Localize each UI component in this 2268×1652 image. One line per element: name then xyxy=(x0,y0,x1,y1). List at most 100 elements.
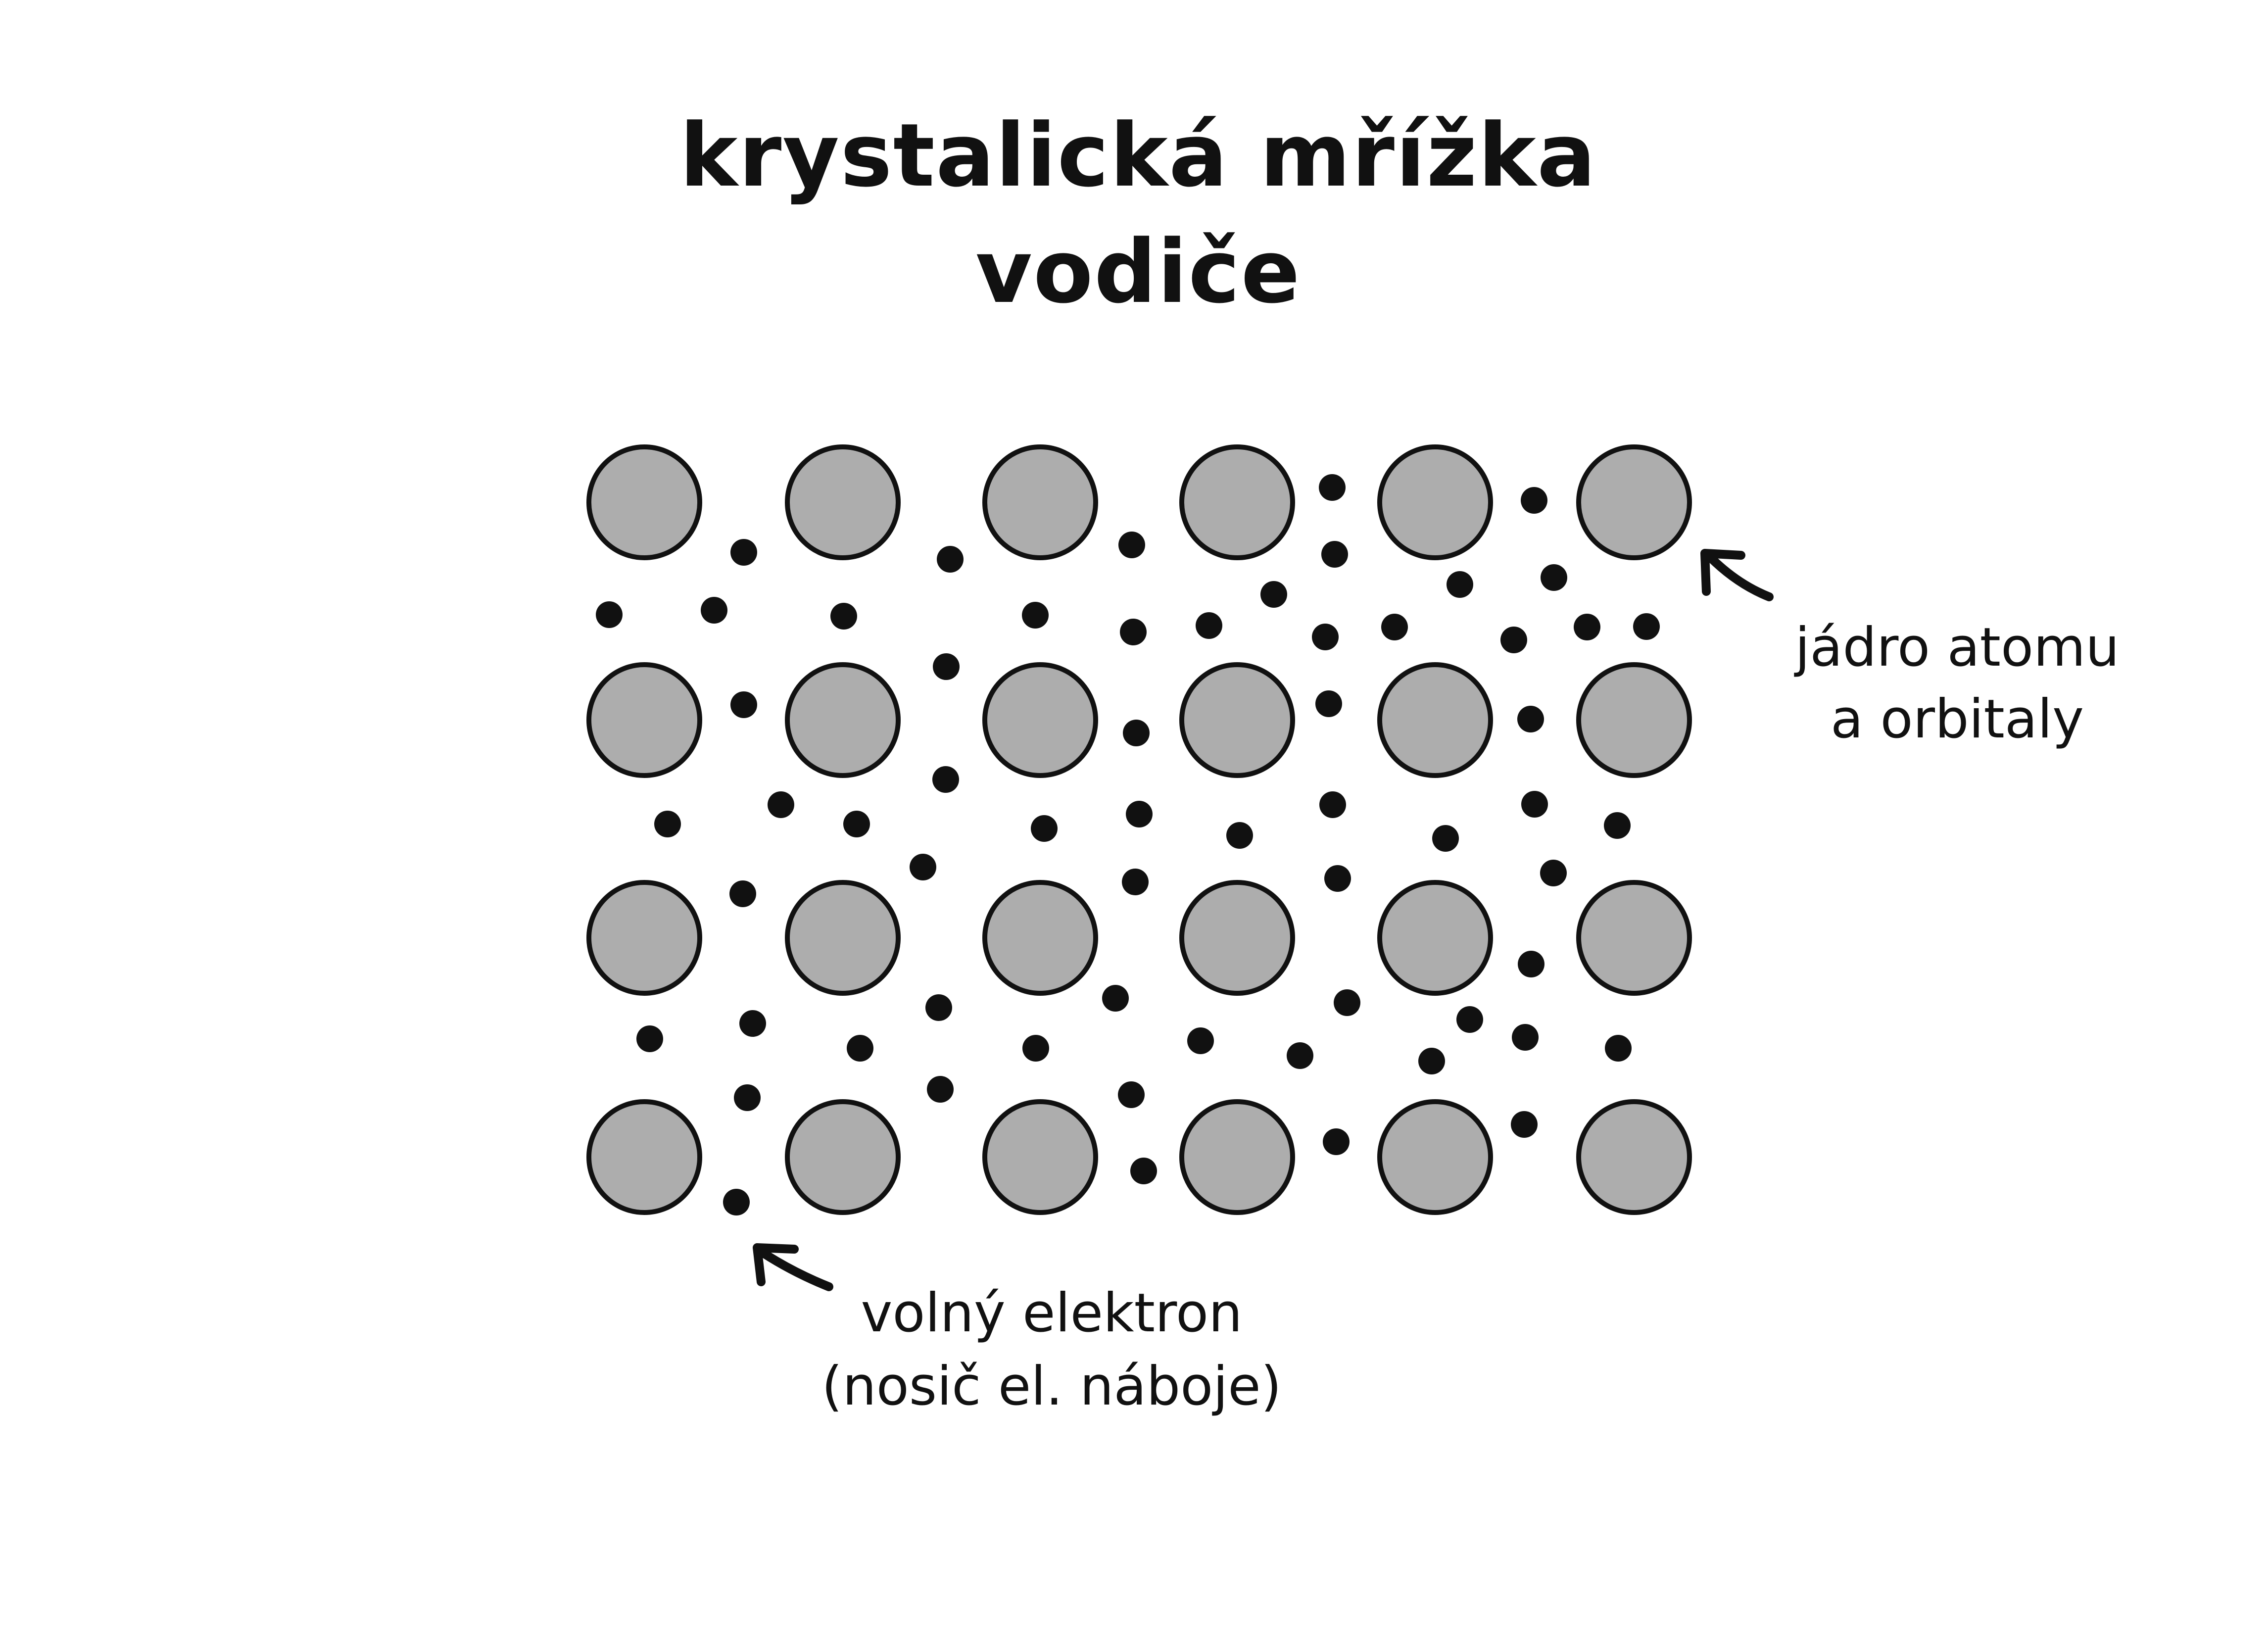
free-electron xyxy=(596,601,623,628)
free-electron xyxy=(1605,1035,1632,1062)
nucleus-arrow xyxy=(1700,549,1774,601)
atom-nucleus xyxy=(785,662,901,778)
atom-nucleus xyxy=(1377,880,1493,996)
atom-nucleus xyxy=(586,662,702,778)
free-electron xyxy=(1031,815,1058,842)
free-electron xyxy=(1196,612,1222,639)
electron-label-line-2: (nosič el. náboje) xyxy=(821,1356,1282,1417)
free-electron xyxy=(1381,614,1408,640)
free-electron xyxy=(1512,1024,1539,1051)
free-electron xyxy=(1432,825,1459,852)
free-electron xyxy=(1312,624,1339,650)
free-electron xyxy=(1500,627,1527,653)
free-electron xyxy=(1260,581,1287,608)
atom-nucleus xyxy=(1576,880,1692,996)
free-electron xyxy=(723,1189,750,1215)
atom-nucleus xyxy=(1179,444,1295,560)
free-electron xyxy=(701,597,727,624)
atom-nuclei xyxy=(586,444,1692,1215)
free-electron xyxy=(1521,791,1548,818)
free-electron xyxy=(1287,1042,1313,1069)
free-electron xyxy=(636,1025,663,1052)
free-electron xyxy=(1319,474,1346,501)
free-electron xyxy=(1226,822,1253,849)
free-electron xyxy=(654,811,681,837)
free-electron xyxy=(925,994,952,1021)
electron-label-line-1: volný elektron xyxy=(861,1282,1242,1344)
free-electron xyxy=(1633,613,1660,640)
free-electron xyxy=(1321,541,1348,568)
free-electron xyxy=(1521,487,1547,514)
free-electron xyxy=(1120,619,1147,645)
free-electron xyxy=(1126,801,1153,827)
electron-arrow xyxy=(753,1243,833,1291)
free-electron xyxy=(730,691,757,718)
atom-nucleus xyxy=(1179,880,1295,996)
atom-nucleus xyxy=(1377,444,1493,560)
atom-nucleus xyxy=(1576,444,1692,560)
free-electron xyxy=(768,791,794,818)
free-electron xyxy=(1187,1027,1214,1054)
atom-nucleus xyxy=(785,1099,901,1215)
free-electron xyxy=(730,539,757,566)
free-electron xyxy=(1541,564,1567,591)
nucleus-label-line-2: a orbitaly xyxy=(1831,688,2084,750)
free-electron xyxy=(1319,791,1346,818)
free-electron xyxy=(1574,614,1600,640)
atom-nucleus xyxy=(982,880,1098,996)
free-electron xyxy=(1118,1081,1145,1108)
atom-nucleus xyxy=(1179,1099,1295,1215)
free-electron xyxy=(1324,865,1351,892)
free-electron xyxy=(1323,1128,1350,1155)
free-electron xyxy=(1334,989,1360,1016)
free-electron xyxy=(1540,860,1567,886)
free-electron xyxy=(910,854,936,880)
title-line-1: krystalická mřížka xyxy=(679,105,1596,206)
free-electrons xyxy=(596,474,1660,1215)
free-electron xyxy=(1022,602,1049,629)
free-electron xyxy=(1517,706,1544,732)
atom-nucleus xyxy=(586,880,702,996)
atom-nucleus xyxy=(785,444,901,560)
nucleus-arrow-head xyxy=(1700,549,1745,596)
free-electron xyxy=(1315,690,1342,717)
atom-nucleus xyxy=(1377,662,1493,778)
free-electron xyxy=(1118,532,1145,558)
atom-nucleus xyxy=(586,444,702,560)
free-electron xyxy=(739,1010,766,1037)
atom-nucleus xyxy=(785,880,901,996)
electron-arrow-shaft xyxy=(755,1246,833,1291)
free-electron xyxy=(927,1076,954,1103)
nucleus-arrow-shaft xyxy=(1705,552,1774,601)
atom-nucleus xyxy=(982,662,1098,778)
nucleus-label-line-1: jádro atomu xyxy=(1794,617,2119,679)
free-electron xyxy=(729,880,756,907)
free-electron xyxy=(932,766,959,793)
free-electron xyxy=(1518,951,1544,977)
atom-nucleus xyxy=(982,1099,1098,1215)
electron-arrow-head xyxy=(753,1243,799,1286)
free-electron xyxy=(933,653,960,680)
free-electron xyxy=(1418,1048,1445,1074)
title-line-2: vodiče xyxy=(975,221,1301,323)
free-electron xyxy=(1123,720,1150,746)
atom-nucleus xyxy=(1576,1099,1692,1215)
free-electron xyxy=(1122,869,1149,895)
free-electron xyxy=(1604,812,1631,839)
atom-nucleus xyxy=(982,444,1098,560)
atom-nucleus xyxy=(1179,662,1295,778)
free-electron xyxy=(1511,1111,1538,1138)
free-electron xyxy=(847,1035,873,1062)
free-electron xyxy=(843,811,870,837)
atom-nucleus xyxy=(586,1099,702,1215)
free-electron xyxy=(734,1084,761,1111)
free-electron xyxy=(830,603,857,630)
free-electron xyxy=(1456,1006,1483,1033)
free-electron xyxy=(1447,571,1473,598)
free-electron xyxy=(1022,1035,1049,1062)
free-electron xyxy=(937,546,964,573)
atom-nucleus xyxy=(1576,662,1692,778)
free-electron xyxy=(1102,985,1129,1012)
